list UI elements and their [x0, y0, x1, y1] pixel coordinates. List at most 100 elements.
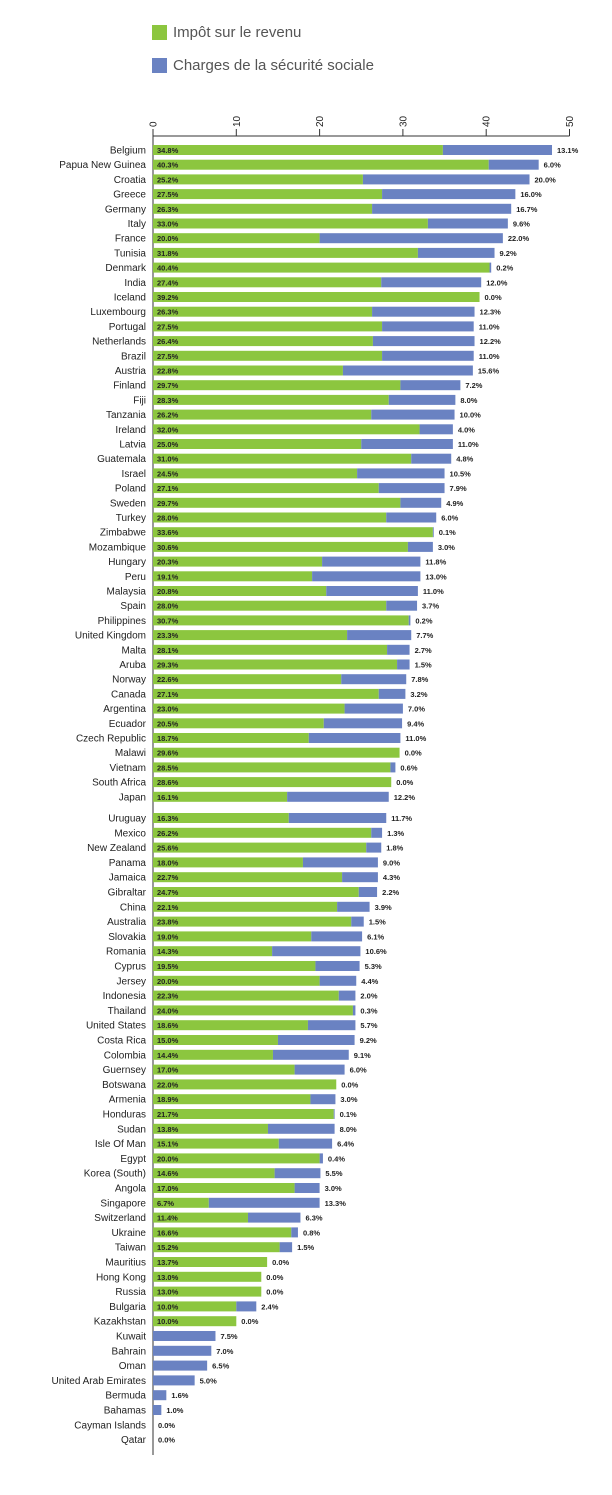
bar-income-tax-mauritius: [153, 1257, 268, 1267]
bar-social-security-colombia: [272, 1049, 349, 1060]
bar-income-tax-egypt: [153, 1153, 320, 1164]
bar-social-security-germany: [372, 203, 512, 214]
data-label-social-security-japan: 12.2%: [394, 793, 416, 802]
data-label-income-tax-malta: 28.1%: [157, 646, 179, 655]
data-label-income-tax-vietnam: 28.5%: [157, 763, 179, 772]
data-label-social-security-argentina: 7.0%: [408, 705, 425, 714]
x-tick-label: 10: [232, 115, 243, 127]
data-label-income-tax-isle-of-man: 15.1%: [157, 1140, 179, 1149]
bar-social-security-mexico: [371, 827, 383, 838]
data-label-income-tax-guatemala: 31.0%: [157, 455, 179, 464]
bar-social-security-belgium: [442, 145, 553, 155]
bar-social-security-egypt: [319, 1153, 323, 1164]
bar-income-tax-hong-kong: [153, 1271, 262, 1282]
legend: Impôt sur le revenu Charges de la sécuri…: [152, 22, 374, 88]
data-label-income-tax-germany: 26.3%: [157, 205, 179, 214]
category-label-brazil: Brazil: [121, 351, 146, 362]
data-label-social-security-vietnam: 0.6%: [400, 763, 417, 772]
bar-income-tax-sweden: [153, 497, 401, 508]
data-label-social-security-colombia: 9.1%: [354, 1051, 371, 1060]
bar-social-security-netherlands: [372, 336, 475, 347]
bar-income-tax-malta: [153, 644, 388, 655]
data-label-social-security-kuwait: 7.5%: [220, 1332, 237, 1341]
bar-social-security-canada: [378, 688, 406, 699]
data-label-income-tax-belgium: 34.8%: [157, 146, 179, 155]
category-label-turkey: Turkey: [116, 513, 146, 524]
bar-social-security-finland: [400, 380, 461, 391]
bar-income-tax-cyprus: [153, 961, 316, 971]
data-label-income-tax-hungary: 20.3%: [157, 558, 179, 567]
category-label-vietnam: Vietnam: [109, 763, 146, 774]
bar-income-tax-switzerland: [153, 1212, 248, 1223]
data-label-social-security-singapore: 13.3%: [325, 1199, 347, 1208]
category-label-japan: Japan: [119, 792, 146, 803]
data-label-social-security-panama: 9.0%: [383, 858, 400, 867]
data-label-income-tax-iceland: 39.2%: [157, 293, 179, 302]
bar-income-tax-isle-of-man: [153, 1138, 279, 1149]
category-label-sudan: Sudan: [117, 1124, 146, 1135]
bar-income-tax-india: [153, 277, 382, 288]
bar-social-security-panama: [302, 857, 378, 868]
data-label-income-tax-malawi: 29.6%: [157, 749, 179, 758]
data-label-social-security-israel: 10.5%: [450, 469, 472, 478]
category-label-denmark: Denmark: [105, 263, 147, 274]
bar-income-tax-taiwan: [153, 1242, 280, 1253]
bar-social-security-denmark: [489, 262, 492, 273]
bar-income-tax-germany: [153, 203, 373, 214]
data-label-income-tax-portugal: 27.5%: [157, 322, 179, 331]
bar-income-tax-turkey: [153, 512, 387, 523]
bar-social-security-indonesia: [338, 990, 356, 1001]
category-label-zimbabwe: Zimbabwe: [100, 528, 147, 539]
category-label-greece: Greece: [113, 190, 146, 201]
bar-income-tax-angola: [153, 1183, 295, 1193]
bar-income-tax-austria: [153, 365, 343, 376]
bar-social-security-honduras: [333, 1109, 335, 1119]
bar-social-security-guatemala: [411, 453, 452, 464]
bar-social-security-spain: [386, 600, 418, 611]
data-label-income-tax-switzerland: 11.4%: [157, 1214, 178, 1223]
data-label-income-tax-mozambique: 30.6%: [157, 543, 179, 552]
data-label-social-security-poland: 7.9%: [450, 484, 467, 493]
bar-social-security-mozambique: [407, 541, 433, 552]
data-label-social-security-iceland: 0.0%: [485, 293, 502, 302]
bar-income-tax-bulgaria: [153, 1301, 237, 1312]
category-label-colombia: Colombia: [104, 1050, 147, 1061]
bar-income-tax-united-kingdom: [153, 630, 348, 641]
category-label-bahamas: Bahamas: [104, 1406, 146, 1417]
category-label-honduras: Honduras: [103, 1110, 146, 1121]
bar-social-security-peru: [312, 571, 421, 582]
data-label-social-security-canada: 3.2%: [410, 690, 427, 699]
bar-social-security-uruguay: [288, 813, 387, 823]
bar-social-security-malta: [387, 644, 410, 655]
data-label-income-tax-philippines: 30.7%: [157, 616, 179, 625]
category-label-oman: Oman: [119, 1361, 146, 1372]
category-label-guernsey: Guernsey: [103, 1065, 146, 1076]
category-label-guatemala: Guatemala: [97, 454, 146, 465]
bar-income-tax-papua-new-guinea: [153, 159, 489, 170]
bar-social-security-poland: [378, 483, 445, 494]
bar-social-security-romania: [272, 946, 361, 957]
data-label-social-security-costa-rica: 9.2%: [360, 1036, 377, 1045]
bar-income-tax-tanzania: [153, 409, 372, 420]
category-label-fiji: Fiji: [133, 395, 146, 406]
legend-item-social-security: Charges de la sécurité sociale: [152, 55, 374, 75]
data-label-social-security-finland: 7.2%: [465, 381, 482, 390]
category-label-malta: Malta: [122, 645, 147, 656]
category-label-india: India: [124, 278, 146, 289]
data-label-social-security-egypt: 0.4%: [328, 1154, 345, 1163]
bar-social-security-oman: [153, 1360, 208, 1371]
category-label-russia: Russia: [115, 1287, 146, 1298]
category-label-croatia: Croatia: [114, 175, 147, 186]
bar-social-security-jamaica: [342, 872, 378, 883]
bar-income-tax-ukraine: [153, 1227, 292, 1238]
bar-social-security-guernsey: [294, 1064, 345, 1075]
data-label-social-security-zimbabwe: 0.1%: [439, 528, 456, 537]
data-label-social-security-united-arab-emirates: 5.0%: [200, 1376, 217, 1385]
category-label-latvia: Latvia: [119, 440, 146, 451]
category-label-ecuador: Ecuador: [109, 719, 147, 730]
legend-label-income-tax: Impôt sur le revenu: [173, 23, 302, 41]
data-label-income-tax-sudan: 13.8%: [157, 1125, 179, 1134]
bar-income-tax-denmark: [153, 262, 490, 273]
data-label-social-security-botswana: 0.0%: [341, 1080, 358, 1089]
category-label-uruguay: Uruguay: [108, 814, 146, 825]
